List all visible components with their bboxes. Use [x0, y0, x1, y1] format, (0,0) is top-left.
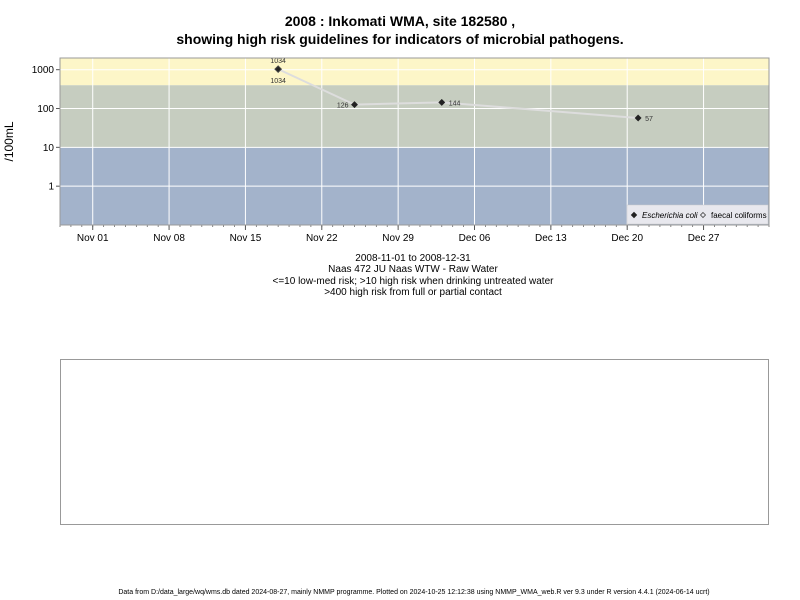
empty-plot-panel — [60, 359, 769, 525]
legend-box — [626, 204, 769, 225]
chart-subtitle: showing high risk guidelines for indicat… — [176, 31, 624, 47]
y-tick-label: 1 — [48, 182, 54, 193]
risk-band-2 — [60, 58, 769, 86]
data-label: 1034 — [270, 78, 286, 85]
legend-marker-e-coli — [630, 211, 638, 219]
data-label: 126 — [337, 103, 349, 110]
x-tick-label: Nov 15 — [230, 233, 262, 244]
series-line-0 — [277, 68, 639, 119]
data-label: 144 — [449, 100, 461, 107]
x-tick-label: Nov 01 — [77, 233, 109, 244]
risk-band-1 — [60, 85, 769, 148]
data-label: 57 — [645, 116, 653, 123]
y-tick-label: 100 — [37, 104, 54, 115]
y-axis-label: /100mL — [2, 121, 16, 161]
footer-note: Data from D:/data_large/wq/wms.db dated … — [118, 589, 710, 596]
x-tick-label: Nov 29 — [382, 233, 414, 244]
data-label: 1034 — [270, 58, 286, 65]
data-point-e-coli — [438, 98, 446, 106]
data-point-e-coli — [350, 101, 359, 109]
x-tick-label: Dec 06 — [459, 233, 491, 244]
data-point-e-coli — [634, 114, 642, 122]
legend-label-e-coli: Escherichia coli — [642, 211, 698, 220]
y-tick-label: 1000 — [32, 65, 55, 76]
chart-title: 2008 : Inkomati WMA, site 182580 , — [284, 13, 516, 29]
site-caption: Naas 472 JU Naas WTW - Raw Water — [328, 264, 498, 275]
x-tick-label: Nov 08 — [153, 233, 185, 244]
plot-frame — [59, 57, 770, 226]
data-point-faecal-coliforms — [274, 65, 283, 74]
contact-risk-caption: >400 high risk from full or partial cont… — [324, 287, 502, 298]
x-tick-label: Dec 13 — [535, 233, 567, 244]
legend-label-faecal-coliforms: faecal coliforms — [711, 211, 767, 220]
date-range-caption: 2008-11-01 to 2008-12-31 — [355, 253, 471, 264]
legend-marker-faecal-coliforms — [699, 211, 707, 219]
y-tick-label: 10 — [43, 143, 55, 154]
x-tick-label: Dec 20 — [611, 233, 643, 244]
x-tick-label: Nov 22 — [306, 233, 338, 244]
risk-guideline-caption: <=10 low-med risk; >10 high risk when dr… — [272, 276, 554, 287]
x-tick-label: Dec 27 — [688, 233, 720, 244]
